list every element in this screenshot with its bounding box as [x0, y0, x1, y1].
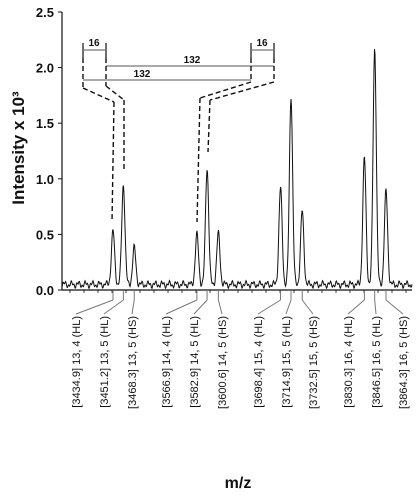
peak-leader	[217, 299, 223, 315]
y-tick-label: 2.0	[36, 61, 54, 76]
peak-label: [3698.4] 15, 4 (HL)	[253, 316, 265, 408]
peak-leader	[165, 299, 198, 315]
peak-leader	[301, 299, 314, 315]
peak-label: [3714.9] 15, 5 (HL)	[281, 316, 293, 408]
peak-leader	[193, 299, 208, 315]
peak-label: [3582.9] 14, 5 (HL)	[189, 316, 201, 408]
peak-leader	[347, 299, 365, 315]
peak-label: [3600.6] 14, 5 (HS)	[217, 316, 229, 409]
gap-annotations: 16 16 132 132	[82, 38, 275, 223]
peak-leader	[285, 299, 292, 315]
axes	[61, 12, 412, 293]
peak-label: [3864.3] 16, 5 (HS)	[398, 316, 410, 409]
peak-label: [3468.3] 13, 5 (HS)	[127, 316, 139, 409]
y-axis-ticks: 0.0 0.5 1.0 1.5 2.0 2.5	[36, 5, 62, 298]
spectrum-trace	[61, 49, 413, 290]
connector	[111, 101, 115, 223]
peak-label: [3451.2] 13, 5 (HL)	[99, 316, 111, 408]
peak-leader	[257, 299, 281, 315]
connector	[209, 81, 275, 101]
peak-label: [3566.9] 14, 4 (HL)	[161, 316, 173, 408]
y-axis-label: Intensity x 10³	[9, 91, 28, 205]
peak-label: [3434.9] 13, 4 (HL)	[71, 316, 83, 408]
peak-label: [3732.5] 15, 5 (HS)	[308, 316, 320, 409]
x-axis-label: m/z	[225, 475, 252, 492]
peak-leader	[131, 299, 135, 315]
y-tick-label: 2.5	[36, 5, 54, 20]
peak-leader	[103, 299, 124, 315]
connector	[82, 87, 115, 103]
peak-labels: [3434.9] 13, 4 (HL) [3451.2] 13, 5 (HL) [3…	[71, 291, 410, 409]
gap-label-16-left: 16	[88, 38, 100, 49]
connector	[105, 85, 125, 101]
y-tick-label: 0.5	[36, 227, 54, 242]
gap-label-16-right: 16	[256, 38, 268, 49]
peak-leader	[385, 299, 404, 315]
y-tick-label: 0.0	[36, 283, 54, 298]
y-tick-label: 1.5	[36, 116, 54, 131]
connector	[199, 81, 252, 99]
peak-label: [3846.5] 16, 5 (HL)	[371, 316, 383, 408]
y-tick-label: 1.0	[36, 172, 54, 187]
connector	[207, 99, 211, 153]
span-label-132-upper: 132	[184, 55, 201, 66]
span-label-132-lower: 132	[134, 69, 151, 80]
connector	[196, 97, 201, 223]
peak-leader	[75, 299, 114, 315]
peak-leader	[374, 299, 377, 315]
peak-label: [3830.3] 16, 4 (HL)	[343, 316, 355, 408]
